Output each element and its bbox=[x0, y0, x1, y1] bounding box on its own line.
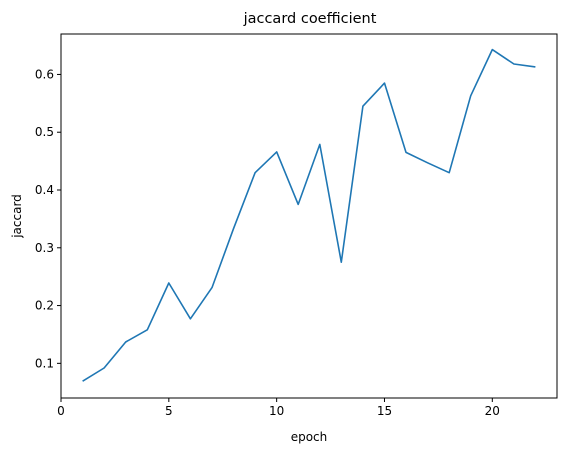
plot-frame bbox=[60, 33, 558, 399]
y-tick-label: 0.6 bbox=[35, 67, 54, 81]
y-tick-label: 0.1 bbox=[35, 356, 54, 370]
series-line-0 bbox=[82, 48, 536, 382]
x-tick-label: 15 bbox=[377, 404, 392, 418]
y-axis-label: jaccard bbox=[10, 194, 24, 239]
y-tick-label: 0.4 bbox=[35, 183, 54, 197]
x-tick-label: 0 bbox=[57, 404, 65, 418]
y-tick-label: 0.3 bbox=[35, 241, 54, 255]
x-tick-label: 5 bbox=[165, 404, 173, 418]
x-tick-label: 20 bbox=[485, 404, 500, 418]
x-tick-label: 10 bbox=[269, 404, 284, 418]
y-tick-label: 0.5 bbox=[35, 125, 54, 139]
y-tick-label: 0.2 bbox=[35, 299, 54, 313]
x-axis-label: epoch bbox=[291, 430, 328, 444]
chart-title: jaccard coefficient bbox=[243, 11, 377, 27]
